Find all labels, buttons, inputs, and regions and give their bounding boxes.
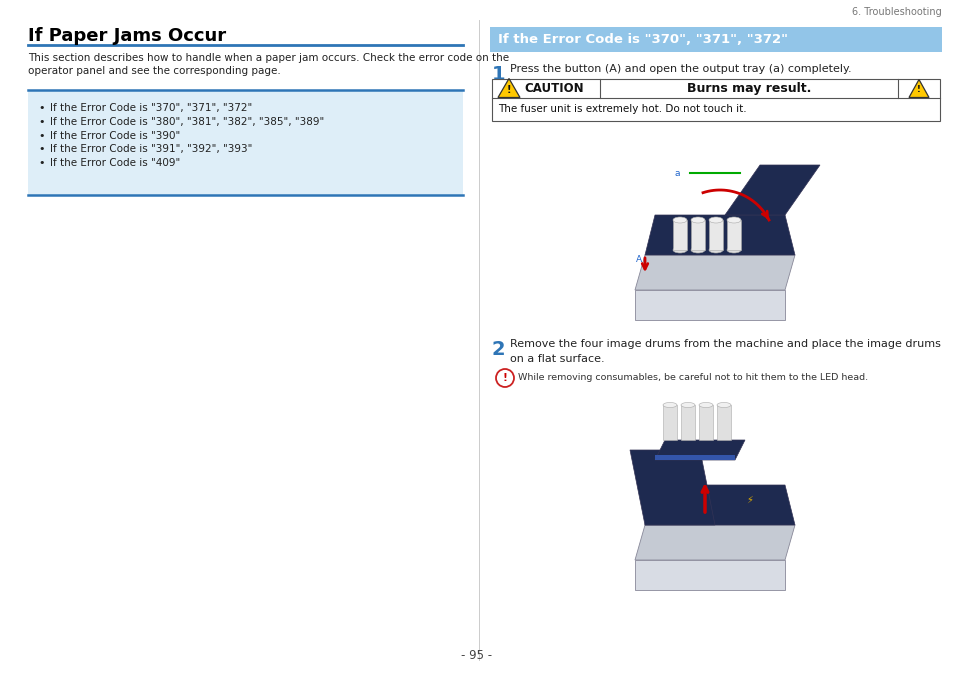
- Text: If the Error Code is "391", "392", "393": If the Error Code is "391", "392", "393": [50, 144, 253, 154]
- Polygon shape: [635, 560, 784, 590]
- Text: If the Error Code is "370", "371", "372": If the Error Code is "370", "371", "372": [497, 33, 787, 46]
- Bar: [655, 455, 734, 460]
- Bar: [717, 405, 730, 440]
- Text: If Paper Jams Occur: If Paper Jams Occur: [28, 27, 226, 45]
- Text: •: •: [38, 158, 45, 168]
- Ellipse shape: [717, 402, 730, 408]
- Text: Remove the four image drums from the machine and place the image drums: Remove the four image drums from the mac…: [510, 339, 940, 349]
- Ellipse shape: [699, 402, 712, 408]
- Bar: [28, 90, 462, 195]
- Ellipse shape: [690, 247, 704, 253]
- Ellipse shape: [708, 247, 722, 253]
- Text: a: a: [674, 169, 679, 178]
- Text: - 95 -: - 95 -: [461, 649, 492, 662]
- Ellipse shape: [662, 402, 677, 408]
- Polygon shape: [644, 215, 794, 255]
- Text: 1: 1: [492, 65, 505, 84]
- Bar: [726, 220, 740, 250]
- Ellipse shape: [680, 402, 695, 408]
- Polygon shape: [655, 440, 744, 460]
- Ellipse shape: [708, 217, 722, 223]
- Text: The fuser unit is extremely hot. Do not touch it.: The fuser unit is extremely hot. Do not …: [497, 105, 746, 115]
- Ellipse shape: [726, 247, 740, 253]
- Polygon shape: [497, 78, 519, 97]
- Polygon shape: [644, 485, 794, 525]
- Polygon shape: [635, 255, 794, 290]
- Circle shape: [496, 369, 514, 387]
- Bar: [492, 79, 939, 121]
- Bar: [708, 220, 722, 250]
- Bar: [680, 405, 695, 440]
- Text: 2: 2: [492, 340, 505, 359]
- Text: •: •: [38, 103, 45, 113]
- Polygon shape: [724, 165, 820, 215]
- Text: If the Error Code is "380", "381", "382", "385", "389": If the Error Code is "380", "381", "382"…: [50, 117, 324, 127]
- Ellipse shape: [672, 247, 686, 253]
- Text: !: !: [916, 86, 920, 94]
- Ellipse shape: [672, 217, 686, 223]
- Text: If the Error Code is "370", "371", "372": If the Error Code is "370", "371", "372": [50, 103, 252, 113]
- Text: 6. Troubleshooting: 6. Troubleshooting: [851, 7, 941, 17]
- Polygon shape: [908, 80, 928, 97]
- Text: !: !: [506, 85, 511, 95]
- Bar: [672, 220, 686, 250]
- Text: A: A: [636, 256, 641, 265]
- Text: If the Error Code is "409": If the Error Code is "409": [50, 158, 180, 168]
- Ellipse shape: [690, 217, 704, 223]
- Bar: [490, 27, 941, 52]
- Text: ⚡: ⚡: [746, 495, 753, 505]
- Text: Burns may result.: Burns may result.: [686, 82, 810, 95]
- Bar: [662, 405, 677, 440]
- Text: CAUTION: CAUTION: [523, 82, 583, 95]
- Bar: [690, 220, 704, 250]
- Text: •: •: [38, 144, 45, 154]
- Polygon shape: [635, 525, 794, 560]
- Text: This section describes how to handle when a paper jam occurs. Check the error co: This section describes how to handle whe…: [28, 53, 509, 63]
- Text: If the Error Code is "390": If the Error Code is "390": [50, 131, 180, 141]
- Text: Press the button (A) and open the output tray (a) completely.: Press the button (A) and open the output…: [510, 64, 851, 74]
- Ellipse shape: [726, 217, 740, 223]
- Polygon shape: [635, 290, 784, 320]
- Text: on a flat surface.: on a flat surface.: [510, 354, 604, 364]
- Polygon shape: [629, 450, 714, 525]
- Text: !: !: [502, 373, 507, 383]
- Text: operator panel and see the corresponding page.: operator panel and see the corresponding…: [28, 66, 280, 76]
- Text: •: •: [38, 117, 45, 127]
- Bar: [699, 405, 712, 440]
- Text: While removing consumables, be careful not to hit them to the LED head.: While removing consumables, be careful n…: [517, 373, 867, 383]
- Text: •: •: [38, 131, 45, 141]
